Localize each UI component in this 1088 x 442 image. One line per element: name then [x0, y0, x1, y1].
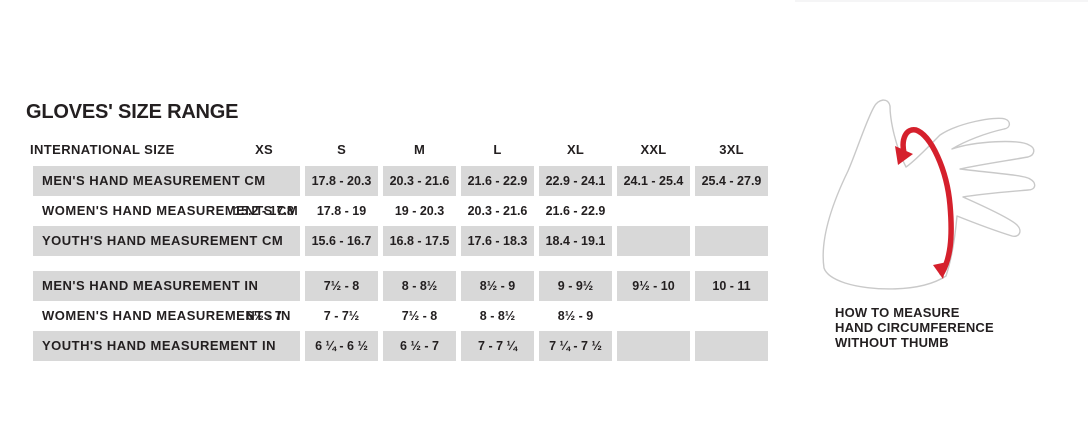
column-header-xl: XL	[566, 142, 585, 157]
size-cell: 7½ - 8	[401, 309, 438, 323]
hand-outline	[822, 99, 1036, 290]
size-cell: 20.3 - 21.6	[383, 166, 456, 196]
row-label: YOUTH'S HAND MEASUREMENT CM	[42, 233, 284, 248]
size-cell: 10 - 11	[695, 271, 768, 301]
measure-caption: HOW TO MEASURE HAND CIRCUMFERENCE WITHOU…	[835, 305, 994, 350]
arrow-head-bottom-icon	[933, 262, 947, 279]
row-shade-band	[33, 166, 300, 196]
caption-line-1: HOW TO MEASURE	[835, 305, 960, 320]
size-cell: 21.6 - 22.9	[545, 204, 606, 218]
size-cell: 6 ½ - 7	[383, 331, 456, 361]
table-row: WOMEN'S HAND MEASUREMENTS IN 6½ - 7 7 - 7½…	[33, 301, 773, 331]
row-label: MEN'S HAND MEASUREMENT IN	[42, 278, 259, 293]
size-cell: 9½ - 10	[617, 271, 690, 301]
size-cell: 8½ - 9	[461, 271, 534, 301]
size-cell: 6 ¼ - 6 ½	[305, 331, 378, 361]
column-header-3xl: 3XL	[719, 142, 744, 157]
size-cell	[617, 196, 690, 226]
xs-value: 6½ - 7	[246, 309, 282, 323]
column-header-international-size: INTERNATIONAL SIZE	[30, 142, 175, 157]
column-header-m: M	[413, 142, 426, 157]
size-cell	[617, 331, 690, 361]
size-cell	[695, 226, 768, 256]
table-row: WOMEN'S HAND MEASUREMENTS CM 15.2 - 17.8 1…	[33, 196, 773, 226]
caption-line-2: HAND CIRCUMFERENCE	[835, 320, 994, 335]
size-cell: 22.9 - 24.1	[539, 166, 612, 196]
row-shade-band	[33, 226, 300, 256]
size-cell: 8 - 8½	[383, 271, 456, 301]
size-cell: 7½ - 8	[305, 271, 378, 301]
size-cell	[695, 196, 768, 226]
size-cell: 8 - 8½	[479, 309, 516, 323]
size-cell: 24.1 - 25.4	[617, 166, 690, 196]
row-shade-band	[33, 271, 300, 301]
column-header-s: S	[337, 142, 346, 157]
row-shade-band	[33, 331, 300, 361]
size-cell: 7 - 7½	[323, 309, 360, 323]
size-cell: 17.6 - 18.3	[461, 226, 534, 256]
column-header-xxl: XXL	[640, 142, 667, 157]
size-cell: 9 - 9½	[539, 271, 612, 301]
size-cell: 21.6 - 22.9	[461, 166, 534, 196]
size-cell: 16.8 - 17.5	[383, 226, 456, 256]
row-label: YOUTH'S HAND MEASUREMENT IN	[42, 338, 276, 353]
column-header-xs: XS	[255, 142, 273, 157]
size-cell: 7 - 7 ¼	[461, 331, 534, 361]
page-title: GLOVES' SIZE RANGE	[26, 101, 239, 123]
size-cell	[617, 301, 690, 331]
xs-value: 15.2 - 17.8	[234, 204, 294, 218]
size-cell: 15.6 - 16.7	[305, 226, 378, 256]
size-cell: 17.8 - 19	[316, 204, 367, 218]
table-header-row: INTERNATIONAL SIZE XS S M L XL XXL 3XL	[30, 141, 773, 166]
row-label: MEN'S HAND MEASUREMENT CM	[42, 173, 266, 188]
size-cell	[617, 226, 690, 256]
size-cell: 19 - 20.3	[394, 204, 445, 218]
size-cell: 17.8 - 20.3	[305, 166, 378, 196]
arrow-head-top-icon	[895, 146, 913, 165]
table-row: MEN'S HAND MEASUREMENT CM 17.8 - 20.3 20.3…	[33, 166, 773, 196]
top-edge-artifact	[795, 0, 1088, 2]
column-header-l: L	[493, 142, 502, 157]
size-cell: 25.4 - 27.9	[695, 166, 768, 196]
size-cell: 7 ¼ - 7 ½	[539, 331, 612, 361]
size-cell: 20.3 - 21.6	[467, 204, 528, 218]
hand-illustration	[800, 73, 1088, 313]
size-cell	[695, 301, 768, 331]
table-row: YOUTH'S HAND MEASUREMENT CM 15.6 - 16.7 16…	[33, 226, 773, 256]
size-table: INTERNATIONAL SIZE XS S M L XL XXL 3XL MEN'S HAN…	[30, 141, 773, 361]
size-cell: 18.4 - 19.1	[539, 226, 612, 256]
row-label: WOMEN'S HAND MEASUREMENTS CM	[42, 203, 299, 218]
row-label: WOMEN'S HAND MEASUREMENTS IN	[42, 308, 291, 323]
caption-line-3: WITHOUT THUMB	[835, 335, 949, 350]
measure-arrow	[900, 127, 954, 276]
size-cell	[695, 331, 768, 361]
size-cell: 8½ - 9	[557, 309, 594, 323]
